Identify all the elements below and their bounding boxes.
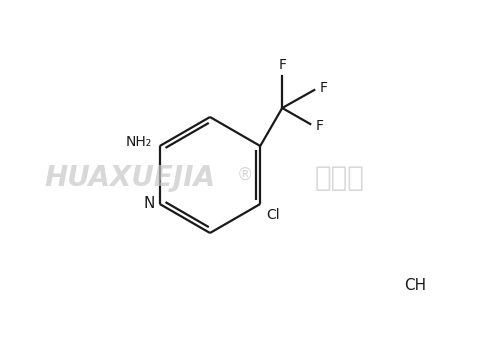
Text: F: F	[319, 81, 326, 95]
Text: 化学加: 化学加	[314, 164, 364, 192]
Text: F: F	[315, 119, 323, 133]
Text: CH: CH	[403, 278, 425, 292]
Text: Cl: Cl	[265, 208, 279, 222]
Text: F: F	[278, 58, 285, 72]
Text: ®: ®	[236, 166, 253, 184]
Text: HUAXUEJIA: HUAXUEJIA	[44, 164, 215, 192]
Text: NH₂: NH₂	[125, 135, 151, 149]
Text: N: N	[143, 196, 155, 212]
